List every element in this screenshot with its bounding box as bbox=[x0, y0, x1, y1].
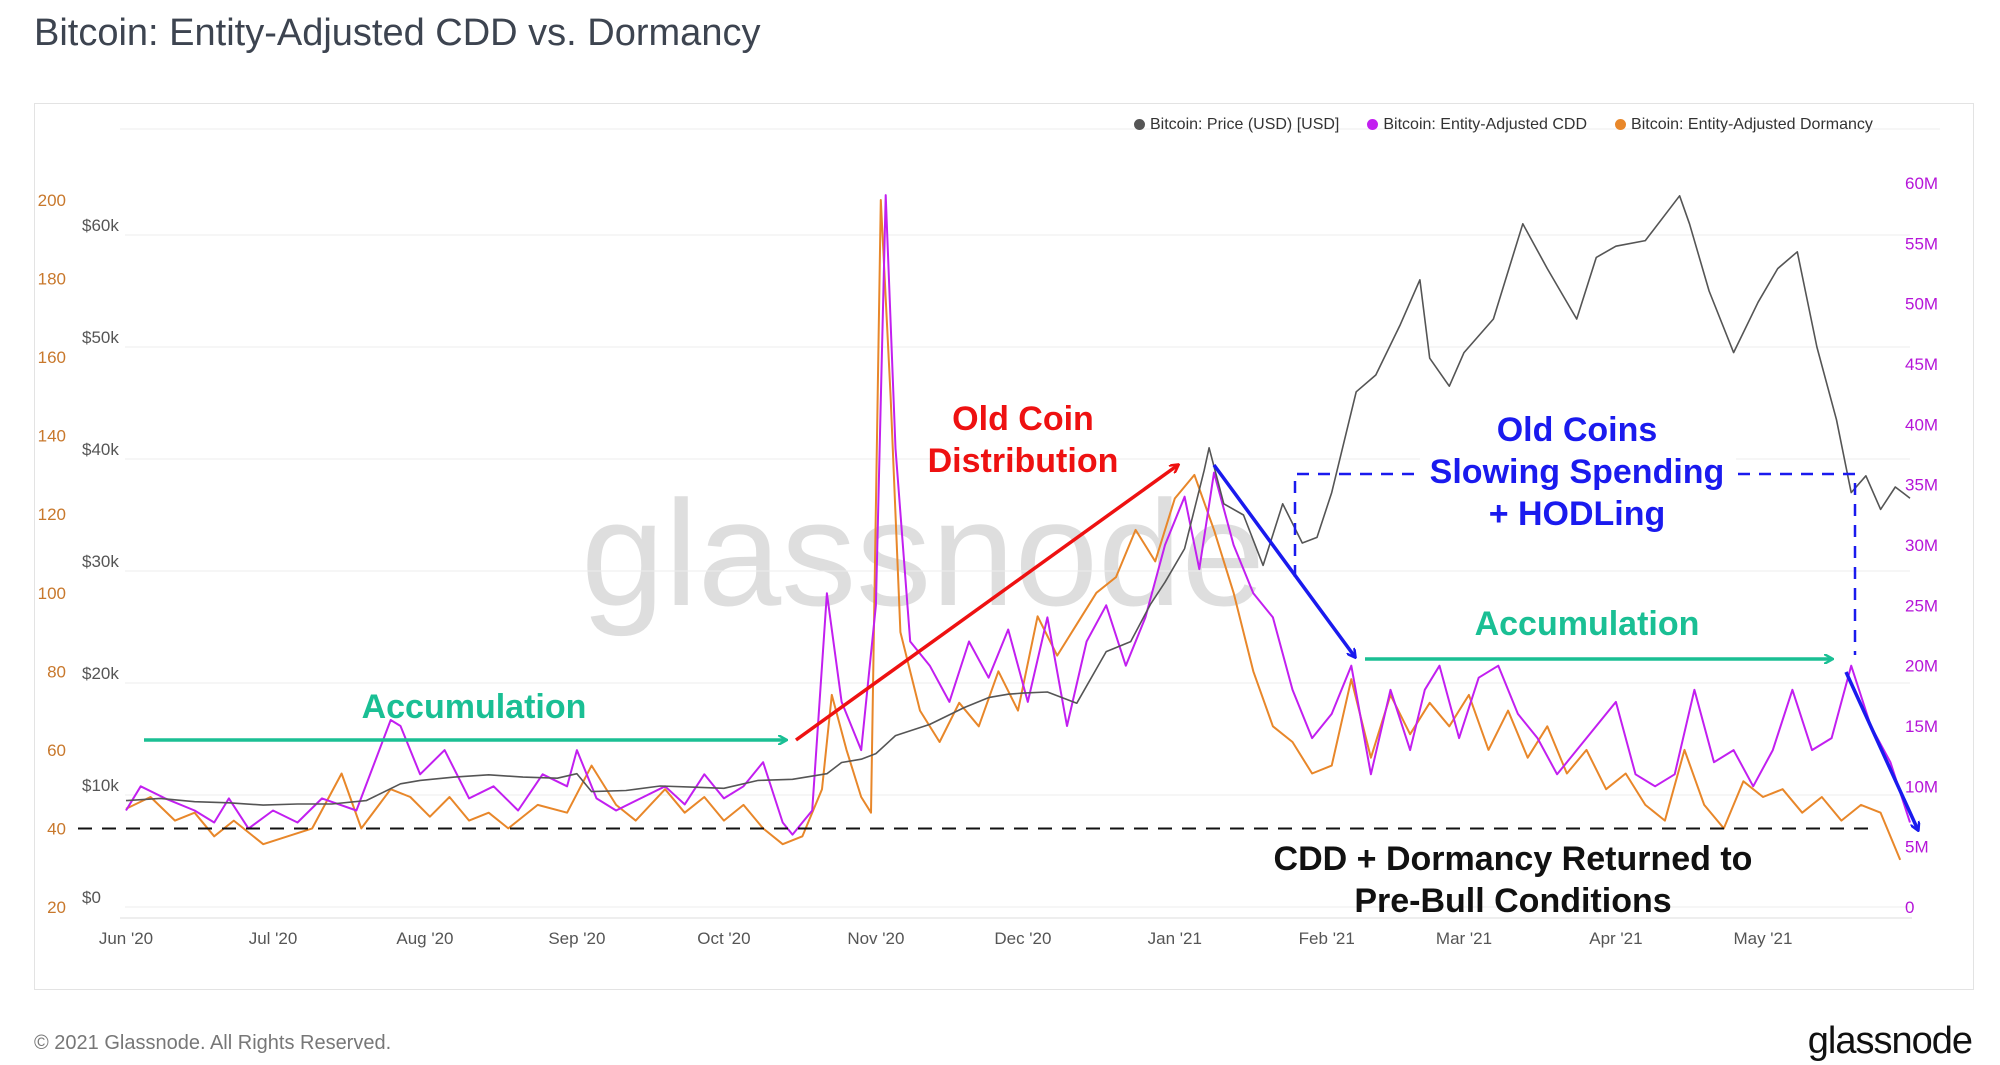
cdd-dot-icon bbox=[1367, 119, 1379, 130]
chart-frame bbox=[34, 103, 1974, 990]
price-tick-label: $30k bbox=[82, 552, 119, 571]
x-tick-label: Feb '21 bbox=[1299, 929, 1355, 948]
cdd-tick-label: 55M bbox=[1905, 234, 1938, 253]
dormancy-tick-label: 80 bbox=[47, 662, 66, 681]
hodl-label: Old Coins bbox=[1497, 411, 1658, 449]
dormancy-tick-label: 40 bbox=[47, 819, 66, 838]
price-tick-label: $50k bbox=[82, 328, 119, 347]
cdd-tick-label: 60M bbox=[1905, 174, 1938, 193]
legend-label: Bitcoin: Entity-Adjusted Dormancy bbox=[1631, 116, 1873, 133]
returned-label: Pre-Bull Conditions bbox=[1354, 882, 1671, 920]
cdd-tick-label: 25M bbox=[1905, 596, 1938, 615]
dormancy-tick-label: 120 bbox=[38, 505, 66, 524]
x-tick-label: Jun '20 bbox=[99, 929, 153, 948]
cdd-tick-label: 40M bbox=[1905, 415, 1938, 434]
distribution-arrow bbox=[794, 465, 1178, 742]
dormancy-dot-icon bbox=[1615, 119, 1627, 130]
price-tick-label: $40k bbox=[82, 440, 119, 459]
price-tick-label: $20k bbox=[82, 664, 119, 683]
dormancy-tick-label: 180 bbox=[38, 270, 66, 289]
cdd-line bbox=[125, 194, 1911, 836]
x-tick-label: Jan '21 bbox=[1148, 929, 1202, 948]
cdd-tick-label: 35M bbox=[1905, 476, 1938, 495]
distribution-label: Distribution bbox=[928, 442, 1119, 480]
x-tick-label: Sep '20 bbox=[548, 929, 605, 948]
dormancy-tick-label: 20 bbox=[47, 898, 66, 917]
hodl-label: Slowing Spending bbox=[1430, 453, 1725, 491]
dormancy-tick-label: 60 bbox=[47, 741, 66, 760]
decline-arrow bbox=[1844, 671, 1918, 830]
x-tick-label: Apr '21 bbox=[1589, 929, 1642, 948]
x-tick-label: May '21 bbox=[1733, 929, 1792, 948]
dormancy-tick-label: 200 bbox=[38, 191, 66, 210]
hodl-label: + HODLing bbox=[1489, 495, 1666, 533]
hodl-label-bg bbox=[1420, 410, 1736, 540]
x-tick-label: Dec '20 bbox=[994, 929, 1051, 948]
cdd-tick-label: 30M bbox=[1905, 536, 1938, 555]
legend-item-price[interactable]: Bitcoin: Price (USD) [USD] bbox=[1134, 116, 1339, 134]
dormancy-line bbox=[125, 199, 1902, 861]
x-tick-label: Mar '21 bbox=[1436, 929, 1492, 948]
legend-label: Bitcoin: Price (USD) [USD] bbox=[1150, 116, 1340, 133]
cdd-tick-label: 0 bbox=[1905, 898, 1914, 917]
dormancy-tick-label: 100 bbox=[38, 584, 66, 603]
distribution-label: Old Coin bbox=[952, 400, 1094, 438]
price-tick-label: $10k bbox=[82, 776, 119, 795]
legend: Bitcoin: Price (USD) [USD] Bitcoin: Enti… bbox=[1134, 116, 1873, 134]
cdd-tick-label: 5M bbox=[1905, 838, 1929, 857]
cdd-tick-label: 45M bbox=[1905, 355, 1938, 374]
legend-item-dormancy[interactable]: Bitcoin: Entity-Adjusted Dormancy bbox=[1615, 116, 1873, 134]
glassnode-logo[interactable]: glassnode bbox=[1807, 1020, 1973, 1062]
copyright: © 2021 Glassnode. All Rights Reserved. bbox=[34, 1032, 392, 1054]
page-title: Bitcoin: Entity-Adjusted CDD vs. Dormanc… bbox=[34, 12, 761, 54]
accumulation-label: Accumulation bbox=[362, 688, 587, 726]
cdd-tick-label: 15M bbox=[1905, 717, 1938, 736]
legend-item-cdd[interactable]: Bitcoin: Entity-Adjusted CDD bbox=[1367, 116, 1587, 134]
cdd-tick-label: 50M bbox=[1905, 295, 1938, 314]
price-tick-label: $60k bbox=[82, 216, 119, 235]
legend-label: Bitcoin: Entity-Adjusted CDD bbox=[1383, 116, 1588, 133]
hodl-arrow bbox=[1212, 463, 1355, 657]
dormancy-tick-label: 140 bbox=[38, 427, 66, 446]
accumulation-label: Accumulation bbox=[1475, 605, 1700, 643]
price-tick-label: $0 bbox=[82, 888, 101, 907]
x-tick-label: Aug '20 bbox=[396, 929, 453, 948]
cdd-tick-label: 20M bbox=[1905, 657, 1938, 676]
price-line bbox=[125, 195, 1911, 806]
cdd-tick-label: 10M bbox=[1905, 777, 1938, 796]
x-tick-label: Jul '20 bbox=[249, 929, 298, 948]
dormancy-tick-label: 160 bbox=[38, 348, 66, 367]
x-tick-label: Oct '20 bbox=[697, 929, 750, 948]
price-dot-icon bbox=[1134, 119, 1145, 130]
returned-label: CDD + Dormancy Returned to bbox=[1274, 840, 1753, 878]
x-tick-label: Nov '20 bbox=[847, 929, 904, 948]
